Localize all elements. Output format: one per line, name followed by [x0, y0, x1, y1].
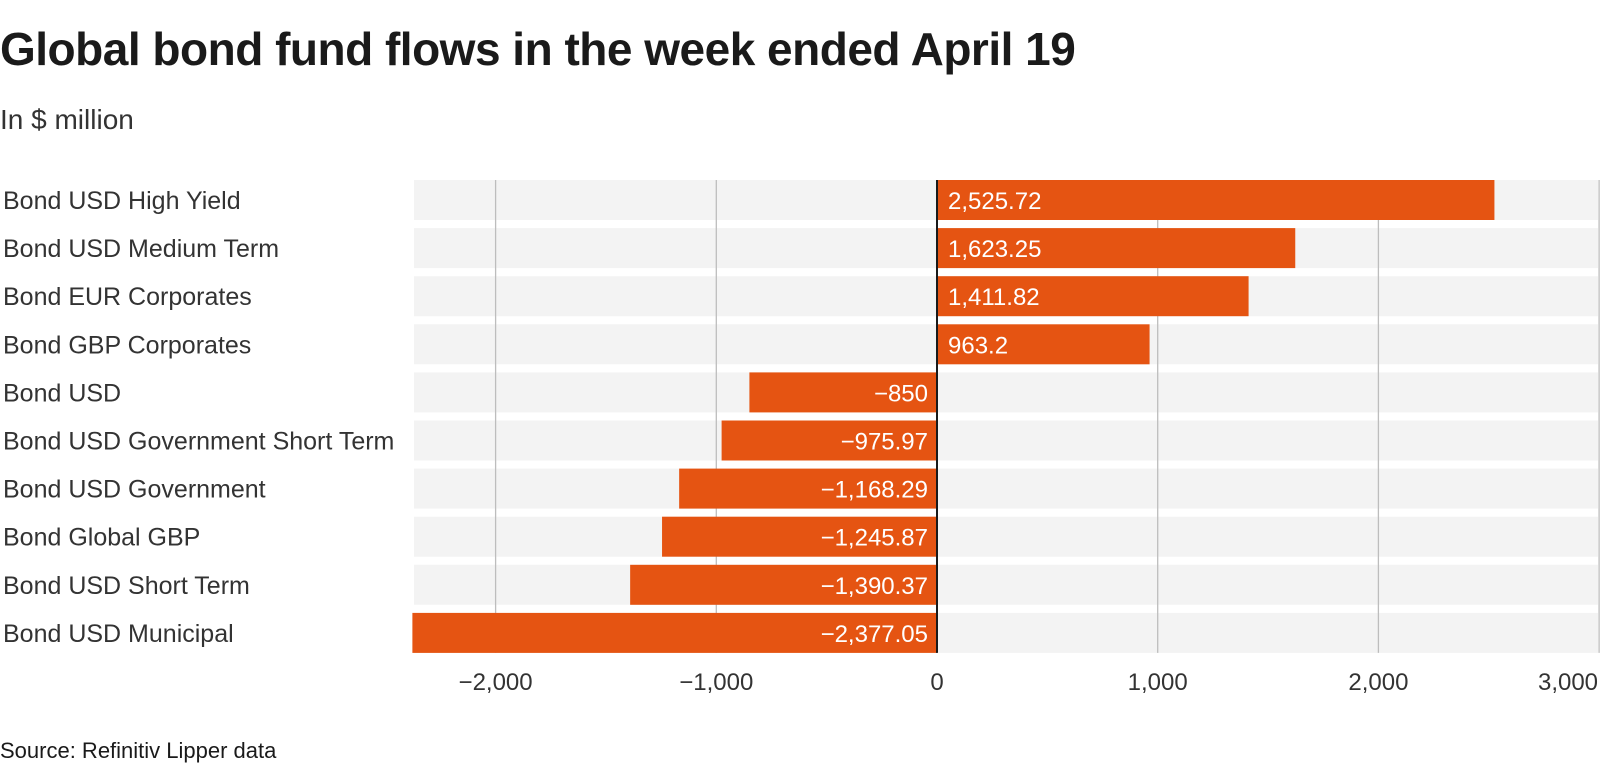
- data-label: −850: [874, 380, 928, 407]
- category-label: Bond GBP Corporates: [3, 331, 251, 359]
- x-tick-label: 0: [930, 669, 943, 696]
- category-label: Bond USD Government Short Term: [3, 428, 394, 456]
- category-label: Bond USD: [3, 379, 121, 407]
- category-labels: Bond USD High Yield Bond USD Medium Term B…: [3, 187, 394, 648]
- row-background: [414, 516, 1598, 557]
- chart-subtitle: In $ million: [0, 104, 134, 135]
- bar: [662, 516, 937, 557]
- data-label: −1,168.29: [821, 477, 928, 504]
- chart-title: Global bond fund flows in the week ended…: [0, 23, 1076, 75]
- data-label: 963.2: [948, 332, 1008, 359]
- data-label: −1,390.37: [821, 573, 928, 600]
- bar: [412, 612, 937, 653]
- data-label: −975.97: [841, 429, 928, 456]
- x-tick-label: −1,000: [679, 669, 753, 696]
- x-tick-label: 2,000: [1348, 669, 1408, 696]
- category-label: Bond USD Medium Term: [3, 235, 279, 263]
- bar: [679, 468, 937, 509]
- source-note: Source: Refinitiv Lipper data: [0, 738, 277, 763]
- category-label: Bond USD Municipal: [3, 620, 234, 648]
- value-labels: 2,525.72 1,623.25 1,411.82 963.2 −850 −975.97…: [821, 188, 1042, 648]
- bar: [630, 564, 937, 605]
- category-label: Bond USD High Yield: [3, 187, 241, 215]
- category-label: Bond USD Short Term: [3, 572, 250, 600]
- x-tick-label: −2,000: [459, 669, 533, 696]
- row-background: [414, 372, 1598, 413]
- category-label: Bond USD Government: [3, 476, 266, 504]
- category-label: Bond EUR Corporates: [3, 283, 252, 311]
- row-background: [414, 420, 1598, 461]
- category-label: Bond Global GBP: [3, 524, 200, 552]
- bar: [749, 372, 937, 413]
- row-background: [414, 468, 1598, 509]
- bar: [937, 180, 1495, 220]
- data-label: 1,411.82: [948, 284, 1040, 311]
- x-tick-label: 1,000: [1128, 669, 1188, 696]
- bar: [937, 228, 1296, 269]
- row-background: [414, 564, 1598, 605]
- data-label: −1,245.87: [821, 525, 928, 552]
- data-label: −2,377.05: [821, 621, 928, 648]
- bar: [721, 420, 937, 461]
- data-label: 1,623.25: [948, 236, 1041, 263]
- x-axis-ticks: −2,000 −1,000 0 1,000 2,000 3,000: [459, 669, 1598, 696]
- bar: [937, 276, 1249, 317]
- data-label: 2,525.72: [948, 188, 1041, 215]
- bar: [937, 324, 1150, 365]
- x-tick-label: 3,000: [1538, 669, 1598, 696]
- bars: [412, 180, 1495, 653]
